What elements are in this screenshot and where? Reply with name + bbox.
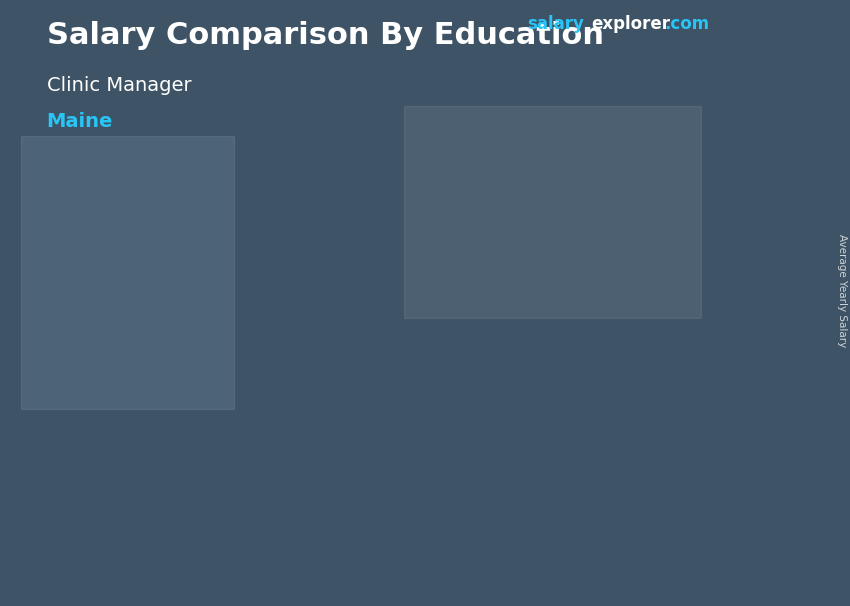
- Bar: [162, 419, 252, 545]
- Text: PhD: PhD: [596, 564, 626, 579]
- Bar: [659, 98, 756, 103]
- Bar: [659, 84, 756, 89]
- Text: +57%: +57%: [255, 273, 354, 301]
- Text: Average Yearly Salary: Average Yearly Salary: [837, 235, 847, 347]
- Polygon shape: [656, 211, 675, 545]
- Bar: [659, 42, 698, 75]
- Bar: [659, 65, 756, 70]
- Text: salary: salary: [527, 15, 584, 33]
- Text: Clinic Manager: Clinic Manager: [47, 76, 191, 95]
- Text: explorer: explorer: [592, 15, 671, 33]
- Polygon shape: [462, 345, 480, 545]
- Bar: [659, 94, 756, 98]
- Bar: [659, 61, 756, 65]
- Bar: [659, 75, 756, 80]
- Text: 211,000 USD: 211,000 USD: [569, 183, 669, 198]
- Polygon shape: [252, 419, 271, 545]
- Bar: [659, 52, 756, 56]
- Bar: [659, 80, 756, 84]
- Bar: [659, 47, 756, 52]
- Text: Maine: Maine: [47, 112, 113, 131]
- Bar: [659, 42, 756, 47]
- Text: Bachelor's
Degree: Bachelor's Degree: [167, 564, 247, 597]
- Bar: [659, 89, 756, 94]
- Bar: [659, 70, 756, 75]
- Text: Salary Comparison By Education: Salary Comparison By Education: [47, 21, 603, 50]
- Text: 126,000 USD: 126,000 USD: [337, 318, 437, 333]
- Text: .com: .com: [664, 15, 709, 33]
- Text: +68%: +68%: [464, 168, 563, 198]
- Bar: [566, 211, 656, 545]
- Text: Master's
Degree: Master's Degree: [384, 564, 449, 597]
- Text: 80,100 USD: 80,100 USD: [116, 391, 207, 406]
- Bar: [659, 56, 756, 61]
- Bar: [371, 345, 462, 545]
